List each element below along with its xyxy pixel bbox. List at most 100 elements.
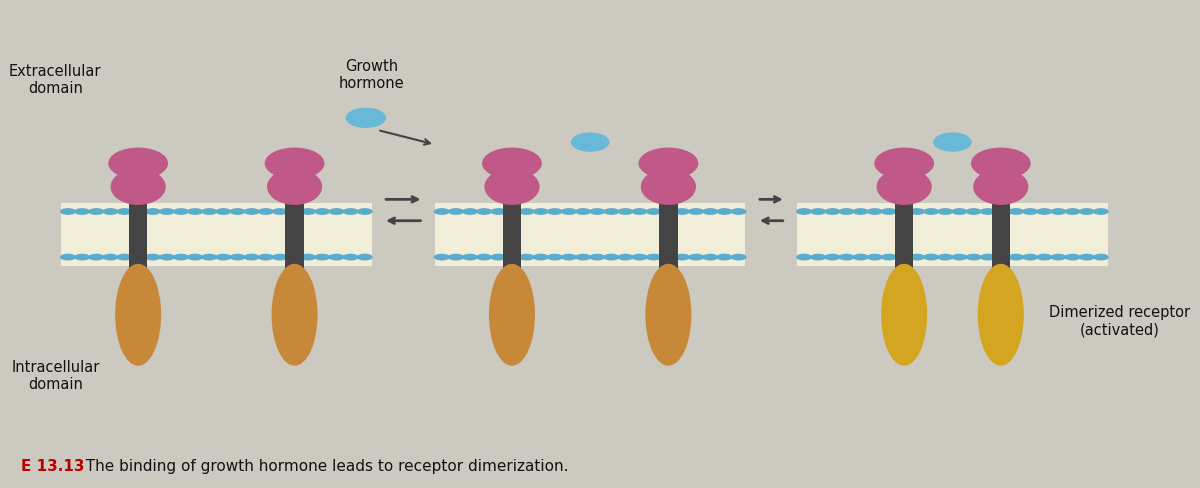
Circle shape: [646, 208, 662, 215]
Bar: [797, 203, 1108, 266]
Ellipse shape: [881, 264, 928, 366]
Circle shape: [604, 208, 619, 215]
Circle shape: [688, 254, 704, 261]
Circle shape: [329, 208, 344, 215]
Ellipse shape: [108, 147, 168, 179]
Circle shape: [994, 254, 1010, 261]
Ellipse shape: [265, 147, 324, 179]
Circle shape: [646, 254, 662, 261]
Circle shape: [504, 254, 521, 261]
Ellipse shape: [892, 176, 917, 203]
Circle shape: [173, 208, 190, 215]
Ellipse shape: [110, 168, 166, 205]
Circle shape: [286, 254, 302, 261]
Circle shape: [1022, 208, 1038, 215]
Circle shape: [300, 254, 317, 261]
Circle shape: [702, 208, 719, 215]
Circle shape: [881, 208, 896, 215]
Ellipse shape: [876, 168, 931, 205]
Circle shape: [731, 208, 746, 215]
Circle shape: [229, 208, 246, 215]
Circle shape: [937, 208, 954, 215]
Circle shape: [131, 208, 146, 215]
Circle shape: [575, 208, 592, 215]
Circle shape: [881, 254, 896, 261]
Circle shape: [433, 208, 450, 215]
Bar: [895, 199, 913, 270]
Ellipse shape: [571, 132, 610, 152]
Ellipse shape: [646, 264, 691, 366]
Circle shape: [476, 254, 492, 261]
Ellipse shape: [271, 264, 318, 366]
Bar: [503, 199, 521, 270]
Circle shape: [589, 208, 605, 215]
Circle shape: [910, 254, 925, 261]
Text: Growth
hormone: Growth hormone: [338, 59, 404, 91]
Circle shape: [994, 208, 1010, 215]
Circle shape: [604, 254, 619, 261]
Circle shape: [1050, 208, 1067, 215]
Circle shape: [448, 254, 464, 261]
Circle shape: [60, 208, 76, 215]
Circle shape: [202, 208, 217, 215]
Bar: [659, 199, 678, 270]
Ellipse shape: [655, 176, 682, 203]
Circle shape: [923, 254, 940, 261]
Circle shape: [575, 254, 592, 261]
Ellipse shape: [638, 147, 698, 179]
Text: Extracellular
domain: Extracellular domain: [10, 63, 102, 96]
Circle shape: [1022, 254, 1038, 261]
Circle shape: [158, 254, 175, 261]
Circle shape: [1064, 208, 1081, 215]
Circle shape: [258, 208, 274, 215]
Circle shape: [462, 254, 478, 261]
Circle shape: [314, 208, 330, 215]
Circle shape: [518, 254, 535, 261]
Circle shape: [187, 208, 203, 215]
Circle shape: [272, 254, 288, 261]
Ellipse shape: [988, 176, 1014, 203]
Ellipse shape: [641, 168, 696, 205]
Circle shape: [145, 208, 161, 215]
Circle shape: [491, 254, 506, 261]
Circle shape: [533, 254, 548, 261]
Circle shape: [560, 208, 577, 215]
Circle shape: [589, 254, 605, 261]
Text: Dimerized receptor
(activated): Dimerized receptor (activated): [1049, 305, 1190, 337]
Circle shape: [547, 254, 563, 261]
Circle shape: [810, 254, 827, 261]
Circle shape: [660, 254, 676, 261]
Circle shape: [1050, 254, 1067, 261]
Circle shape: [852, 254, 869, 261]
Ellipse shape: [282, 176, 307, 203]
Circle shape: [518, 208, 535, 215]
Bar: [128, 199, 148, 270]
Circle shape: [979, 208, 996, 215]
Circle shape: [979, 254, 996, 261]
Circle shape: [533, 208, 548, 215]
Ellipse shape: [126, 176, 151, 203]
Ellipse shape: [482, 147, 542, 179]
Circle shape: [824, 254, 840, 261]
Circle shape: [286, 208, 302, 215]
Circle shape: [356, 208, 373, 215]
Circle shape: [547, 208, 563, 215]
Circle shape: [688, 208, 704, 215]
Circle shape: [866, 254, 883, 261]
Ellipse shape: [978, 264, 1024, 366]
Circle shape: [74, 254, 90, 261]
Circle shape: [952, 254, 967, 261]
Circle shape: [895, 208, 911, 215]
Circle shape: [674, 254, 690, 261]
Circle shape: [618, 208, 634, 215]
Circle shape: [1093, 208, 1109, 215]
Circle shape: [966, 208, 982, 215]
Text: The binding of growth hormone leads to receptor dimerization.: The binding of growth hormone leads to r…: [76, 460, 568, 474]
Circle shape: [631, 254, 648, 261]
Ellipse shape: [115, 264, 161, 366]
Circle shape: [895, 254, 911, 261]
Ellipse shape: [934, 132, 972, 152]
Circle shape: [60, 254, 76, 261]
Bar: [286, 199, 304, 270]
Circle shape: [448, 208, 464, 215]
